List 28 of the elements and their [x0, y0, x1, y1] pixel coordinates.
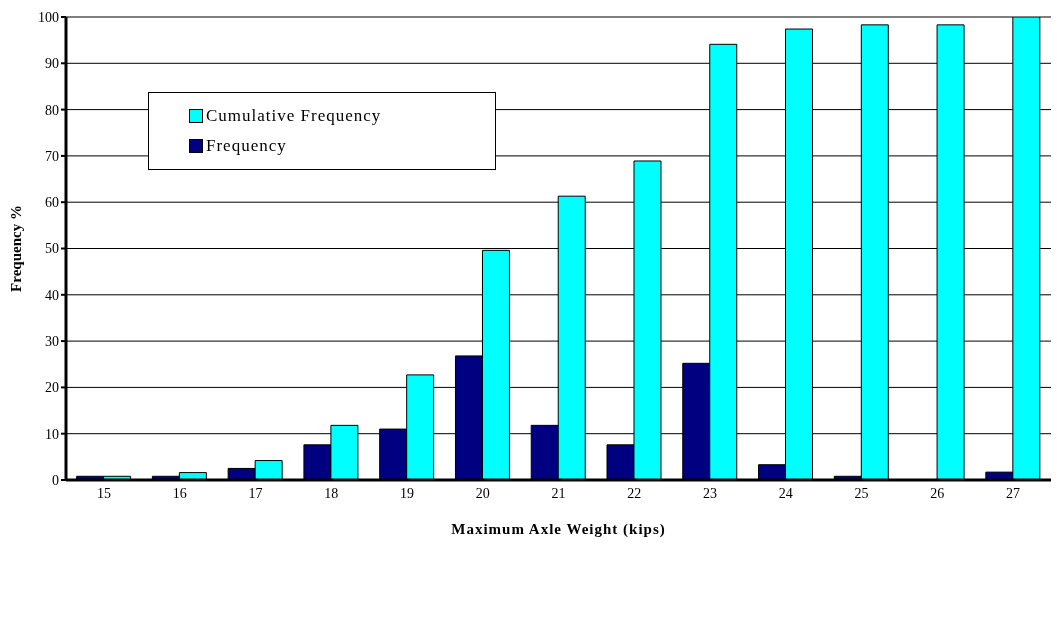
y-tick-label: 70 [45, 148, 59, 164]
x-tick-label: 17 [248, 485, 263, 501]
x-tick-label: 26 [930, 485, 945, 501]
x-tick-label: 20 [475, 485, 490, 501]
y-tick-label: 100 [38, 9, 59, 25]
legend-label: Frequency [206, 136, 287, 156]
x-tick-label: 21 [551, 485, 566, 501]
x-tick-label: 23 [703, 485, 718, 501]
x-tick-label: 22 [627, 485, 642, 501]
y-tick-label: 30 [45, 334, 59, 350]
x-tick-label: 27 [1006, 485, 1021, 501]
y-tick-label: 60 [45, 195, 59, 211]
y-tick-label: 0 [52, 472, 59, 488]
y-tick-label: 50 [45, 241, 59, 257]
y-tick-label: 90 [45, 56, 59, 72]
x-tick-label: 25 [854, 485, 869, 501]
x-tick-label: 16 [172, 485, 187, 501]
y-tick-label: 80 [45, 102, 59, 118]
legend-label: Cumulative Frequency [206, 106, 382, 126]
x-tick-label: 18 [324, 485, 339, 501]
y-tick-label: 40 [45, 287, 59, 303]
y-axis-title: Frequency % [8, 205, 25, 292]
x-axis-title: Maximum Axle Weight (kips) [451, 521, 666, 538]
x-tick-label: 15 [96, 485, 111, 501]
x-tick-label: 24 [778, 485, 793, 501]
y-tick-label: 10 [45, 426, 59, 442]
y-tick-label: 20 [45, 380, 59, 396]
x-tick-label: 19 [399, 485, 414, 501]
